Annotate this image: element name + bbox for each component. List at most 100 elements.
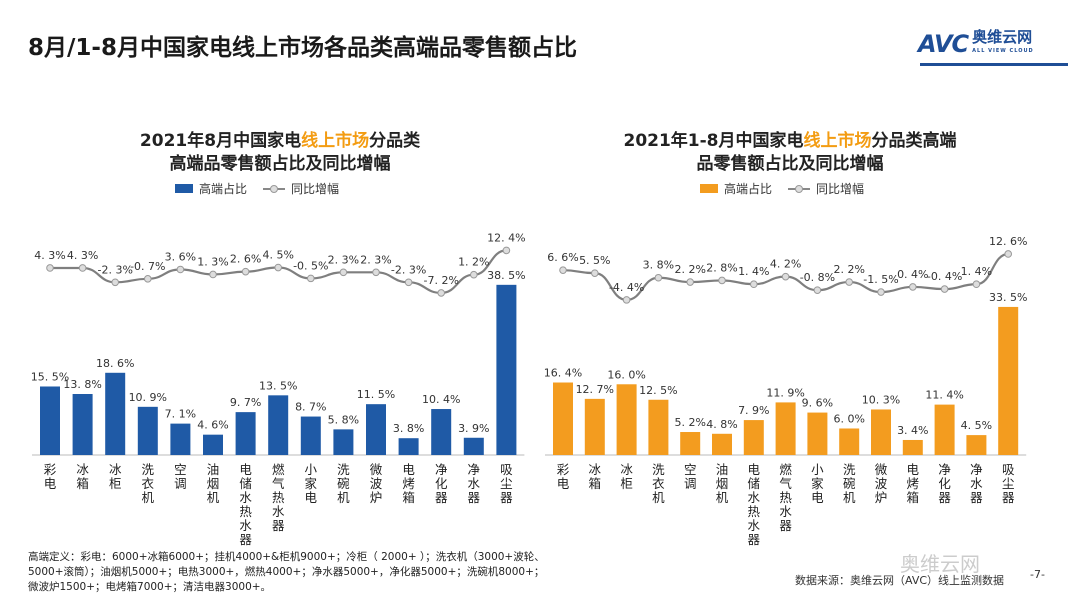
growth-label: 1. 3% (197, 255, 228, 268)
bar-label: 38. 5% (487, 269, 525, 282)
growth-point (718, 276, 726, 285)
bar-label: 5. 2% (674, 416, 705, 429)
bar (300, 416, 321, 455)
bar (807, 412, 828, 455)
growth-label: 2. 3% (328, 253, 359, 266)
growth-label: 1. 2% (458, 256, 489, 269)
watermark: 奥维云网 (900, 552, 980, 576)
growth-point (845, 278, 854, 286)
growth-label: -2. 3% (391, 263, 426, 276)
bar-label: 11. 9% (766, 386, 804, 399)
bar-label: 4. 5% (961, 419, 992, 432)
category-label: 冰 (589, 462, 602, 477)
bar (902, 439, 923, 455)
bar-label: 3. 9% (458, 422, 489, 435)
category-label: 电 (402, 462, 415, 477)
legend-left: 高端占比 同比增幅 (175, 180, 339, 197)
bar-label: 3. 8% (393, 422, 424, 435)
category-label: 电 (907, 462, 920, 477)
bar-label: 11. 5% (357, 388, 395, 401)
category-label: 彩 (557, 462, 570, 477)
category-label: 油 (207, 462, 220, 477)
bar-label: 8. 7% (295, 401, 326, 414)
bar-label: 15. 5% (31, 370, 69, 383)
category-label: 热 (748, 504, 761, 519)
growth-point (622, 296, 631, 304)
category-label: 化 (938, 476, 951, 491)
bar (170, 423, 191, 455)
bar (998, 306, 1019, 455)
category-label: 热 (239, 504, 252, 519)
growth-label: 4. 2% (770, 258, 801, 271)
category-label: 热 (272, 490, 285, 505)
growth-label: 12. 6% (989, 235, 1027, 248)
data-source: 数据来源：奥维云网（AVC）线上监测数据 (795, 574, 1005, 587)
category-label: 器 (272, 518, 285, 533)
growth-point (654, 273, 663, 282)
bar-label: 12. 7% (576, 383, 614, 396)
growth-label: 3. 8% (643, 259, 674, 272)
category-label: 油 (716, 462, 729, 477)
bar-label: 6. 0% (833, 412, 864, 425)
legend-line-swatch (788, 184, 811, 193)
category-label: 水 (748, 490, 761, 505)
growth-point (502, 246, 511, 255)
page-number: -7- (1030, 568, 1045, 581)
bar-label: 7. 1% (165, 408, 196, 421)
category-label: 冰 (620, 462, 633, 477)
growth-point (111, 278, 119, 287)
bar (105, 372, 126, 455)
category-label: 燃 (272, 462, 285, 477)
category-label: 化 (435, 476, 448, 491)
category-label: 电 (44, 476, 57, 491)
growth-point (404, 278, 413, 287)
category-label: 洗 (843, 462, 856, 477)
growth-point (1004, 250, 1013, 258)
category-label: 冰 (76, 462, 89, 477)
category-label: 家 (305, 476, 318, 491)
category-label: 碗 (843, 476, 856, 491)
growth-point (274, 263, 283, 272)
logo-en: ALL VIEW CLOUD (972, 48, 1034, 54)
bar-label: 10. 3% (862, 393, 900, 406)
bar (648, 399, 669, 455)
category-label: 柜 (620, 476, 633, 491)
bar-label: 12. 5% (639, 384, 677, 397)
bar (398, 438, 419, 455)
category-label: 器 (1002, 490, 1015, 505)
growth-point (241, 267, 250, 276)
growth-point (209, 270, 217, 279)
category-label: 箱 (402, 490, 415, 505)
bar-label: 18. 6% (96, 357, 134, 370)
category-label: 烤 (907, 476, 920, 491)
category-label: 烟 (207, 476, 220, 491)
category-label: 波 (875, 476, 888, 491)
category-label: 空 (684, 462, 697, 477)
growth-label: 5. 5% (579, 254, 610, 267)
category-label: 洗 (337, 462, 350, 477)
growth-point (470, 270, 478, 279)
growth-point (144, 275, 152, 283)
growth-label: 4. 3% (34, 249, 65, 262)
growth-label: 2. 2% (674, 263, 705, 276)
category-label: 机 (337, 490, 350, 505)
category-label: 彩 (44, 462, 57, 477)
growth-point (339, 268, 348, 277)
category-label: 波 (370, 476, 383, 491)
category-label: 气 (272, 476, 285, 491)
bar-label: 9. 6% (802, 397, 833, 410)
bar-label: 16. 0% (607, 368, 645, 381)
category-label: 储 (239, 476, 252, 491)
category-label: 吸 (500, 462, 513, 477)
growth-label: 1. 4% (961, 265, 992, 278)
footnote: 高端定义：彩电：6000+冰箱6000+；挂机4000+&柜机9000+；冷柜（… (28, 551, 545, 593)
bar-label: 10. 9% (129, 391, 167, 404)
category-label: 吸 (1002, 462, 1015, 477)
category-label: 器 (779, 518, 792, 533)
category-label: 机 (716, 490, 729, 505)
category-label: 器 (435, 490, 448, 505)
bar-label: 7. 9% (738, 404, 769, 417)
growth-label: -0. 5% (293, 259, 328, 272)
category-label: 机 (207, 490, 220, 505)
